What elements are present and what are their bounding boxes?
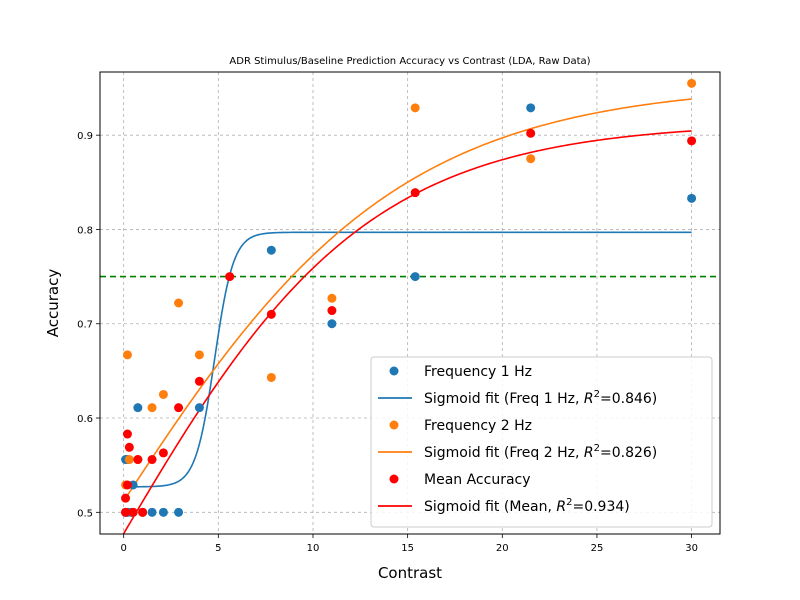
data-point-series-4 bbox=[124, 442, 134, 452]
x-axis-label: Contrast bbox=[378, 564, 442, 582]
data-point-series-4 bbox=[133, 455, 143, 465]
data-point-series-2 bbox=[174, 298, 184, 308]
x-tick-label: 30 bbox=[685, 543, 698, 554]
legend-marker-dot bbox=[389, 366, 399, 376]
legend-marker-dot bbox=[389, 420, 399, 430]
data-point-series-0 bbox=[410, 272, 420, 282]
data-point-series-0 bbox=[327, 319, 337, 329]
fit-curve-series-1 bbox=[123, 231, 692, 488]
data-point-series-4 bbox=[122, 480, 132, 490]
data-points bbox=[121, 78, 697, 517]
legend-label: Sigmoid fit (Freq 2 Hz, R2=0.826) bbox=[424, 443, 657, 461]
data-point-series-0 bbox=[147, 507, 157, 517]
data-point-series-4 bbox=[121, 493, 131, 503]
data-point-series-0 bbox=[158, 507, 168, 517]
plot-frame bbox=[99, 71, 721, 535]
data-point-series-4 bbox=[128, 507, 138, 517]
data-point-series-0 bbox=[266, 245, 276, 255]
data-point-series-0 bbox=[174, 507, 184, 517]
data-point-series-2 bbox=[122, 350, 132, 360]
data-point-series-4 bbox=[158, 448, 168, 458]
data-point-series-4 bbox=[266, 309, 276, 319]
legend-box bbox=[370, 356, 713, 528]
data-point-series-4 bbox=[225, 272, 235, 282]
y-tick-label: 0.8 bbox=[77, 225, 93, 236]
legend: Frequency 1 Hz Sigmoid fit (Freq 1 Hz, R2… bbox=[370, 356, 713, 528]
data-point-series-4 bbox=[174, 403, 184, 413]
y-axis-ticks: 0.5 0.6 0.7 0.8 0.9 bbox=[77, 131, 100, 519]
y-tick-label: 0.6 bbox=[77, 414, 93, 425]
data-point-series-0 bbox=[526, 103, 536, 113]
data-point-series-2 bbox=[327, 293, 337, 303]
x-tick-label: 5 bbox=[215, 543, 221, 554]
x-tick-label: 0 bbox=[120, 543, 126, 554]
legend-label: Mean Accuracy bbox=[424, 472, 531, 488]
x-tick-label: 15 bbox=[401, 543, 414, 554]
data-point-series-4 bbox=[410, 188, 420, 198]
legend-label: Sigmoid fit (Mean, R2=0.934) bbox=[424, 497, 630, 515]
data-point-series-4 bbox=[122, 429, 132, 439]
data-point-series-4 bbox=[147, 455, 157, 465]
data-point-series-2 bbox=[158, 389, 168, 399]
x-tick-label: 20 bbox=[496, 543, 509, 554]
chart-title: ADR Stimulus/Baseline Prediction Accurac… bbox=[229, 56, 590, 67]
y-tick-label: 0.5 bbox=[77, 508, 93, 519]
data-point-series-2 bbox=[410, 103, 420, 113]
data-point-series-4 bbox=[194, 376, 204, 386]
y-tick-label: 0.9 bbox=[77, 131, 93, 142]
fit-curve-series-3 bbox=[122, 98, 692, 502]
data-point-series-4 bbox=[687, 136, 697, 146]
data-point-series-0 bbox=[687, 193, 697, 203]
legend-marker-dot bbox=[389, 474, 399, 484]
x-tick-label: 25 bbox=[591, 543, 604, 554]
data-point-series-2 bbox=[124, 455, 134, 465]
y-tick-label: 0.7 bbox=[77, 320, 93, 331]
data-point-series-2 bbox=[147, 403, 157, 413]
x-tick-label: 10 bbox=[307, 543, 320, 554]
data-point-series-0 bbox=[133, 403, 143, 413]
y-axis-label: Accuracy bbox=[44, 269, 62, 338]
x-axis-ticks: 0 5 10 15 20 25 30 bbox=[120, 534, 698, 554]
data-point-series-4 bbox=[327, 306, 337, 316]
data-point-series-2 bbox=[266, 372, 276, 382]
data-point-series-0 bbox=[194, 403, 204, 413]
data-point-series-2 bbox=[687, 78, 697, 88]
data-point-series-4 bbox=[121, 507, 131, 517]
legend-label: Frequency 1 Hz bbox=[424, 364, 532, 380]
data-point-series-4 bbox=[526, 128, 536, 138]
legend-label: Sigmoid fit (Freq 1 Hz, R2=0.846) bbox=[424, 389, 657, 407]
data-point-series-2 bbox=[194, 350, 204, 360]
fit-curve-series-5 bbox=[122, 130, 692, 535]
data-point-series-4 bbox=[138, 507, 148, 517]
legend-label: Frequency 2 Hz bbox=[424, 418, 532, 434]
data-point-series-2 bbox=[526, 154, 536, 164]
fit-curves bbox=[122, 98, 692, 535]
